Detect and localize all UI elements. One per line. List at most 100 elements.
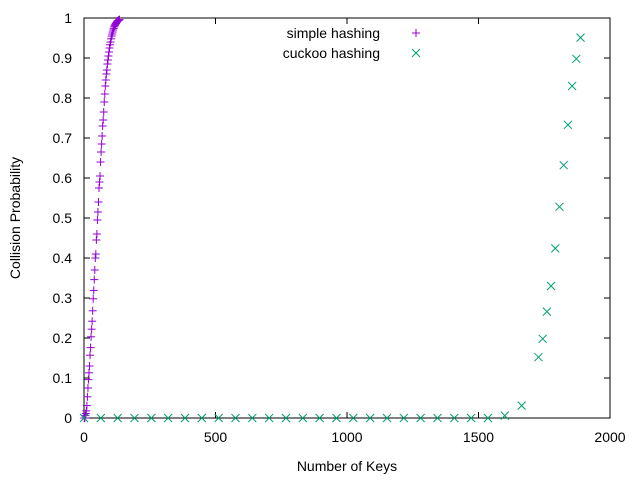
data-point	[90, 266, 99, 274]
data-point	[82, 406, 91, 415]
y-axis-ticks: 0 0.1 0.2 0.3 0.4 0.5 0.6 0.7 0.8 0.9 1	[53, 10, 610, 426]
data-point	[93, 208, 102, 216]
x-axis-label: Number of Keys	[297, 458, 397, 474]
y-tick-label: 0.5	[53, 210, 73, 226]
y-tick-label: 0.1	[53, 370, 73, 386]
data-point	[79, 413, 89, 423]
data-point	[563, 120, 573, 130]
data-point	[98, 132, 107, 140]
data-point	[108, 30, 117, 38]
legend-marker	[412, 29, 420, 37]
data-point	[94, 184, 103, 192]
data-point	[85, 362, 94, 370]
data-point	[88, 306, 97, 315]
y-tick-label: 1	[64, 10, 72, 26]
data-point	[103, 56, 112, 64]
data-point	[483, 413, 493, 423]
data-point	[382, 413, 392, 423]
data-point	[104, 52, 113, 60]
data-point	[571, 54, 581, 64]
data-point	[102, 66, 111, 74]
x-tick-label: 2000	[594, 429, 625, 445]
data-point	[298, 413, 308, 423]
y-axis-label: Collision Probability	[7, 157, 23, 279]
series-plus	[80, 15, 124, 422]
data-point	[99, 116, 108, 124]
data-point	[107, 32, 116, 40]
data-point	[197, 413, 207, 423]
data-point	[84, 375, 93, 384]
data-point	[90, 275, 99, 284]
data-point	[100, 90, 109, 98]
y-tick-label: 0.7	[53, 130, 73, 146]
data-point	[81, 411, 90, 420]
data-point	[87, 332, 96, 341]
data-point	[247, 413, 257, 423]
data-point	[534, 352, 543, 362]
data-point	[89, 286, 98, 295]
data-point	[113, 413, 123, 423]
data-point	[180, 413, 190, 423]
data-point	[281, 413, 291, 423]
data-point	[96, 413, 106, 423]
y-tick-label: 0.2	[53, 330, 73, 346]
data-point	[163, 413, 173, 423]
data-point	[538, 334, 548, 344]
data-point	[98, 122, 107, 130]
data-point	[97, 148, 106, 156]
data-point	[546, 281, 556, 291]
y-tick-label: 0.9	[53, 50, 73, 66]
data-point	[83, 384, 92, 392]
data-point	[214, 413, 224, 423]
data-point	[93, 216, 102, 224]
data-point	[103, 60, 112, 68]
data-point	[84, 368, 93, 377]
data-point	[82, 401, 91, 410]
data-point	[500, 411, 510, 420]
data-point	[416, 413, 425, 423]
data-point	[365, 413, 375, 423]
legend-label: cuckoo hashing	[283, 45, 380, 61]
data-point	[86, 343, 95, 352]
data-point	[95, 178, 104, 186]
data-point	[87, 325, 96, 334]
data-point	[92, 236, 101, 244]
data-point	[433, 413, 442, 423]
data-point	[466, 413, 476, 423]
data-point	[101, 76, 110, 84]
data-point	[555, 202, 564, 212]
data-point	[108, 28, 117, 36]
series-layer	[79, 15, 585, 423]
x-axis-ticks: 0 500 1000 1500 2000	[80, 18, 626, 445]
data-point	[542, 307, 552, 316]
data-point	[399, 413, 409, 423]
data-point	[89, 294, 98, 303]
data-point	[88, 317, 97, 326]
x-tick-label: 1500	[463, 429, 494, 445]
y-tick-label: 0	[64, 410, 72, 426]
data-point	[105, 44, 114, 52]
data-point	[264, 413, 274, 423]
data-point	[559, 160, 569, 170]
data-point	[92, 230, 101, 238]
y-tick-label: 0.4	[53, 250, 73, 266]
data-point	[146, 413, 156, 423]
y-tick-label: 0.8	[53, 90, 73, 106]
data-point	[576, 33, 585, 42]
data-point	[83, 392, 92, 401]
x-tick-label: 1000	[331, 429, 362, 445]
data-point	[96, 158, 105, 166]
data-point	[100, 98, 109, 106]
plot-frame	[83, 17, 611, 419]
data-point	[550, 244, 560, 253]
data-point	[91, 254, 100, 262]
x-tick-label: 0	[80, 429, 88, 445]
data-point	[115, 15, 124, 24]
data-point	[104, 48, 113, 56]
y-tick-label: 0.3	[53, 290, 73, 306]
data-point	[517, 401, 526, 410]
x-tick-label: 500	[204, 429, 228, 445]
data-point	[99, 108, 108, 116]
data-point	[231, 413, 240, 423]
